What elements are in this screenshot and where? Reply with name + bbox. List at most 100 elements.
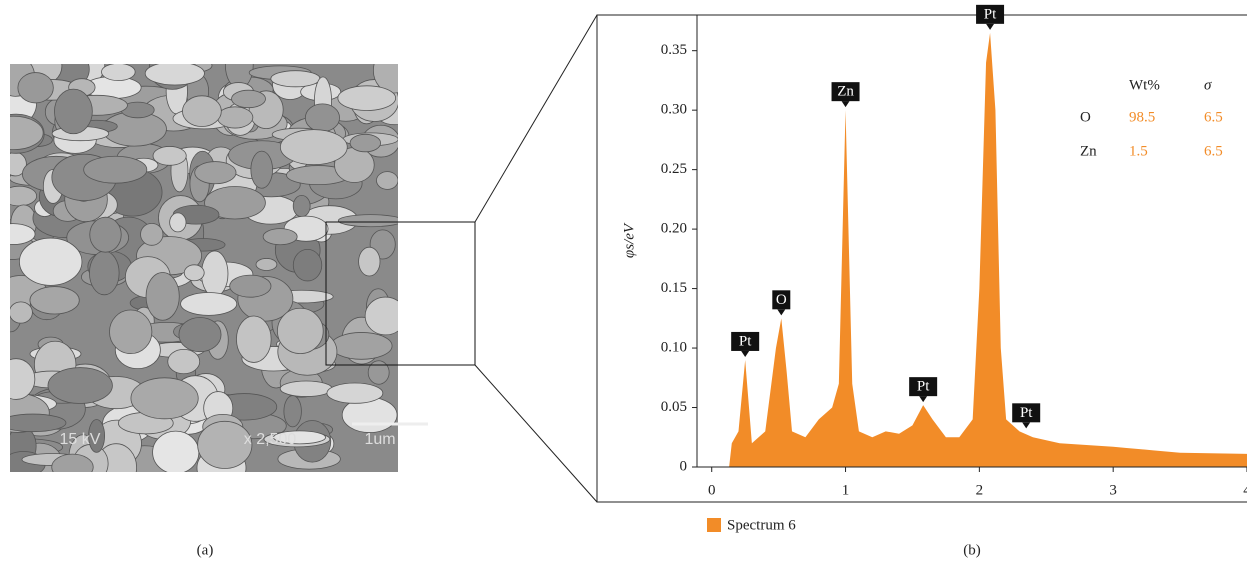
annotation-label: Pt bbox=[984, 6, 997, 22]
grain bbox=[54, 88, 93, 135]
grain bbox=[250, 150, 273, 189]
grain bbox=[270, 70, 321, 88]
grain bbox=[178, 317, 222, 353]
y-tick-label: 0.30 bbox=[661, 102, 687, 118]
y-tick-label: 0.20 bbox=[661, 221, 687, 237]
annotation-pointer bbox=[1022, 422, 1031, 429]
grain bbox=[304, 103, 340, 133]
grain bbox=[130, 377, 199, 420]
grain bbox=[144, 64, 205, 86]
grain bbox=[367, 360, 390, 385]
annotation-box bbox=[976, 4, 1005, 24]
annotation-label: Pt bbox=[739, 333, 752, 349]
grain bbox=[292, 248, 323, 282]
x-tick-label: 0 bbox=[708, 482, 716, 498]
spectrum-area bbox=[729, 32, 1247, 468]
grain bbox=[255, 258, 278, 271]
zoom-box bbox=[325, 221, 476, 366]
grain bbox=[180, 292, 238, 316]
grain bbox=[101, 64, 136, 81]
grain bbox=[216, 106, 254, 129]
grain bbox=[169, 212, 187, 233]
table-value: 98.5 bbox=[1129, 109, 1155, 125]
grain bbox=[358, 246, 381, 277]
x-tick-label: 2 bbox=[976, 482, 984, 498]
grain bbox=[201, 250, 229, 298]
chart-frame bbox=[596, 14, 1247, 503]
sem-texture bbox=[10, 64, 398, 472]
grain bbox=[109, 309, 153, 355]
sem-scale: 1um bbox=[364, 431, 395, 448]
grain bbox=[349, 133, 382, 153]
y-tick-label: 0 bbox=[680, 458, 688, 474]
grain bbox=[29, 286, 80, 315]
grain bbox=[262, 228, 298, 246]
y-tick-label: 0.10 bbox=[661, 339, 687, 355]
grain bbox=[47, 367, 113, 404]
y-tick-label: 0.05 bbox=[661, 399, 687, 415]
grain bbox=[83, 155, 148, 184]
grain bbox=[279, 380, 333, 397]
annotation-box bbox=[1012, 403, 1041, 423]
grain bbox=[194, 161, 237, 185]
grain bbox=[364, 296, 398, 336]
x-tick-label: 3 bbox=[1109, 482, 1117, 498]
grain bbox=[140, 222, 164, 246]
grain bbox=[10, 413, 67, 433]
table-row-label: O bbox=[1080, 109, 1091, 125]
legend-label: Spectrum 6 bbox=[727, 517, 796, 533]
zoom-line bbox=[474, 14, 598, 223]
grain bbox=[231, 89, 266, 109]
zoom-line bbox=[474, 364, 598, 503]
grain bbox=[89, 216, 122, 253]
annotation-label: Pt bbox=[917, 379, 930, 395]
grain bbox=[337, 214, 398, 228]
legend-swatch bbox=[707, 518, 721, 532]
grain bbox=[19, 237, 83, 286]
sem-magnification: x 2,500 bbox=[244, 431, 297, 448]
annotation-label: Zn bbox=[837, 84, 854, 100]
grain bbox=[167, 348, 201, 375]
grain bbox=[10, 185, 38, 207]
grain bbox=[229, 274, 272, 298]
y-axis-label: φs/eV bbox=[621, 222, 637, 258]
table-row-label: Zn bbox=[1080, 143, 1097, 159]
annotation-pointer bbox=[741, 350, 750, 357]
grain bbox=[152, 146, 187, 166]
grain bbox=[330, 332, 393, 360]
annotation-box bbox=[831, 82, 860, 102]
grain bbox=[51, 453, 94, 472]
sem-voltage: 15 kV bbox=[60, 431, 101, 448]
x-tick-label: 4 bbox=[1243, 482, 1247, 498]
annotation-pointer bbox=[841, 101, 850, 108]
y-tick-label: 0.35 bbox=[661, 42, 687, 58]
annotation-pointer bbox=[986, 23, 995, 30]
grain bbox=[152, 430, 200, 472]
grain bbox=[337, 85, 397, 111]
grain bbox=[10, 223, 36, 245]
annotation-label: O bbox=[776, 292, 787, 308]
annotation-box bbox=[772, 290, 791, 310]
grain bbox=[372, 64, 398, 94]
table-header: Wt% bbox=[1129, 77, 1160, 93]
grain bbox=[183, 264, 205, 282]
table-value: 6.5 bbox=[1204, 143, 1223, 159]
annotation-pointer bbox=[777, 309, 786, 316]
grain bbox=[182, 95, 222, 127]
grain bbox=[197, 420, 253, 469]
grain bbox=[279, 129, 348, 166]
grain bbox=[236, 315, 272, 363]
grain bbox=[283, 395, 302, 428]
annotation-box bbox=[731, 331, 760, 351]
annotation-box bbox=[909, 377, 938, 397]
y-tick-label: 0.25 bbox=[661, 161, 687, 177]
grain bbox=[17, 72, 54, 104]
grain bbox=[10, 358, 36, 400]
table-value: 6.5 bbox=[1204, 109, 1223, 125]
y-tick-label: 0.15 bbox=[661, 280, 687, 296]
grain bbox=[376, 171, 398, 190]
table-value: 1.5 bbox=[1129, 143, 1148, 159]
grain bbox=[326, 382, 384, 404]
grain bbox=[277, 307, 324, 354]
